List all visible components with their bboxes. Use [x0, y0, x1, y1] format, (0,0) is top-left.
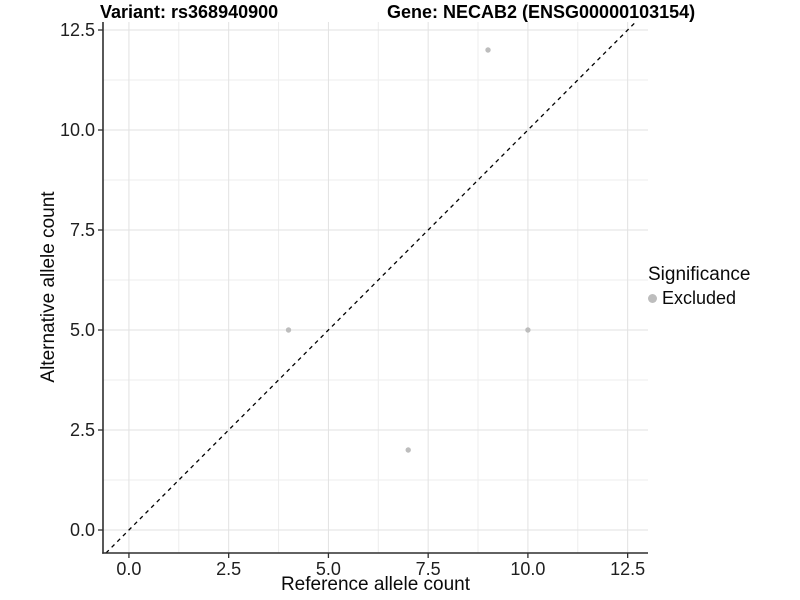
legend: Significance Excluded	[648, 264, 750, 309]
legend-item-label: Excluded	[662, 288, 737, 308]
y-axis-title: Alternative allele count	[38, 191, 59, 383]
y-tick-label: 0.0	[70, 520, 95, 540]
x-tick-label: 0.0	[116, 559, 141, 579]
y-tick-label: 12.5	[60, 20, 95, 40]
legend-title: Significance	[648, 264, 751, 285]
x-tick-label: 7.5	[416, 559, 441, 579]
y-tick-label: 2.5	[70, 420, 95, 440]
legend-point-icon	[648, 294, 657, 303]
x-tick-label: 5.0	[316, 559, 341, 579]
y-tick-label: 10.0	[60, 120, 95, 140]
plot-title-gene: Gene: NECAB2 (ENSG00000103154)	[387, 2, 696, 22]
legend-item-excluded: Excluded	[648, 288, 750, 309]
x-axis-title: Reference allele count	[280, 574, 471, 595]
plot-title-variant: Variant: rs368940900	[100, 2, 279, 22]
x-tick-label: 10.0	[510, 559, 545, 579]
x-tick-label: 2.5	[216, 559, 241, 579]
y-tick-label: 5.0	[70, 320, 95, 340]
x-tick-label: 12.5	[610, 559, 645, 579]
y-tick-label: 7.5	[70, 220, 95, 240]
